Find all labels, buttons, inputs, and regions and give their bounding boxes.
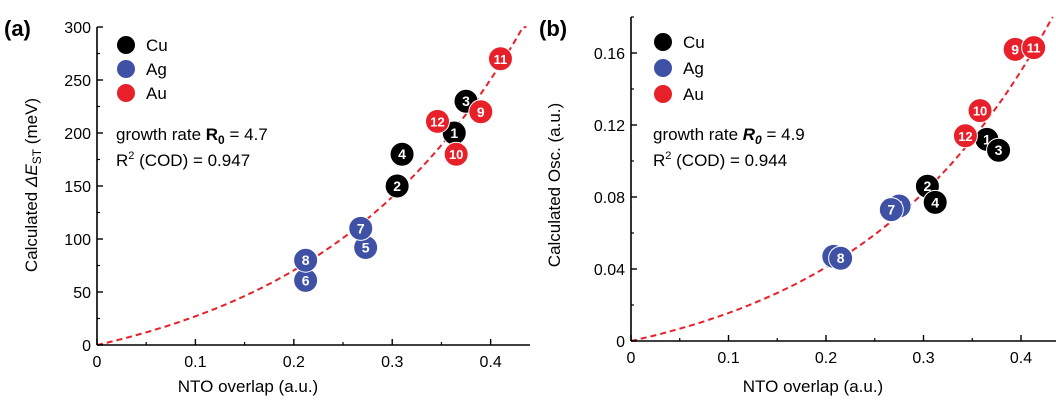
panel-b-growth-rate-annotation: growth rate R0 = 4.9 [653, 125, 805, 147]
panel-b-fit-layer [630, 16, 1054, 342]
panel-a-r2-annotation: R2 (COD) = 0.947 [116, 150, 250, 170]
panel-b-x-axis-title: NTO overlap (a.u.) [743, 377, 883, 396]
data-point-ag [348, 215, 374, 241]
panel-b-ticks: 0 0.1 0.2 0.3 0.4 0 0.04 0.08 0.12 0.16 [594, 16, 1032, 367]
data-point-label: 1 [983, 131, 991, 147]
x-tick-label: 0 [93, 354, 102, 371]
data-point-label: 9 [477, 104, 485, 120]
panel-a-ticks: 0 0.1 0.2 0.3 0.4 0 50 100 150 200 250 300 [64, 20, 502, 371]
data-point-label: 2 [393, 178, 401, 194]
panel-a-x-axis-title: NTO overlap (a.u.) [178, 377, 318, 396]
data-point-label: 11 [494, 52, 508, 67]
y-tick-label: 250 [64, 73, 91, 90]
data-point-label: 2 [924, 178, 932, 194]
data-point-label: 1 [450, 125, 458, 141]
fit-curve [630, 16, 1054, 342]
panel-b: (b) 00.10.20.30.400.040.080.120.16 12345… [539, 16, 1056, 396]
y-tick-label: 150 [64, 179, 91, 196]
data-point-label: 4 [398, 146, 406, 162]
y-tick-label: 0.16 [594, 46, 625, 63]
data-point-ag [828, 245, 854, 271]
y-tick-label: 0.12 [594, 118, 625, 135]
legend-marker-ag [117, 60, 135, 78]
legend-label-ag: Ag [683, 59, 704, 78]
x-tick-label: 0.3 [381, 354, 403, 371]
legend-label-au: Au [146, 84, 167, 103]
data-point-au [487, 46, 513, 72]
legend-label-cu: Cu [683, 33, 705, 52]
data-point-au [952, 123, 978, 149]
x-tick-label: 0.1 [717, 350, 739, 367]
y-tick-label: 200 [64, 126, 91, 143]
data-point-ag [293, 247, 319, 273]
data-point-cu [922, 189, 948, 215]
data-point-au [967, 98, 993, 124]
legend-marker-cu [117, 36, 135, 54]
y-tick-label: 0.04 [594, 262, 625, 279]
legend-label-au: Au [683, 85, 704, 104]
data-point-label: 4 [931, 194, 939, 210]
data-point-label: 3 [995, 142, 1003, 158]
y-tick-label: 0 [82, 338, 91, 355]
data-point-label: 6 [302, 272, 310, 288]
x-tick-label: 0.1 [184, 354, 206, 371]
legend-label-ag: Ag [146, 60, 167, 79]
data-point-label: 12 [430, 114, 444, 129]
data-point-label: 10 [449, 147, 463, 162]
x-tick-label: 0.2 [815, 350, 837, 367]
y-tick-label: 50 [73, 285, 91, 302]
data-point-label: 5 [362, 239, 370, 255]
data-point-label: 11 [1027, 41, 1041, 56]
panel-a-growth-rate-annotation: growth rate R0 = 4.7 [116, 125, 268, 147]
panel-b-legend: Cu Ag Au [654, 33, 705, 104]
data-point-au [1021, 35, 1047, 61]
legend-marker-ag [654, 59, 672, 77]
data-point-label: 10 [973, 104, 987, 119]
y-tick-label: 0 [616, 334, 625, 351]
panel-a-y-axis-title: Calculated ΔEST (meV) [22, 98, 44, 272]
legend-marker-au [654, 85, 672, 103]
y-tick-label: 100 [64, 232, 91, 249]
data-point-label: 9 [1011, 41, 1019, 57]
data-point-au [443, 141, 469, 167]
panel-b-r2-annotation: R2 (COD) = 0.944 [653, 150, 787, 170]
panel-b-label: (b) [539, 16, 567, 41]
legend-marker-au [117, 84, 135, 102]
panel-b-axes [630, 17, 1056, 342]
x-tick-label: 0.3 [912, 350, 934, 367]
legend-marker-cu [654, 33, 672, 51]
data-point-label: 12 [958, 129, 972, 144]
data-point-ag [878, 197, 904, 223]
x-tick-label: 0.2 [283, 354, 305, 371]
panel-b-y-axis-title: Calculated Osc. (a.u.) [545, 103, 564, 267]
y-tick-label: 300 [64, 20, 91, 37]
data-point-cu [986, 137, 1012, 163]
data-point-au [468, 99, 494, 125]
data-point-label: 8 [302, 252, 310, 268]
x-tick-label: 0.4 [480, 354, 502, 371]
data-point-cu [384, 173, 410, 199]
data-point-label: 3 [462, 93, 470, 109]
data-point-au [424, 108, 450, 134]
panel-a-label: (a) [4, 16, 31, 41]
y-tick-label: 0.08 [594, 190, 625, 207]
panel-a-legend: Cu Ag Au [117, 36, 168, 103]
data-point-label: 7 [357, 220, 365, 236]
x-tick-label: 0.4 [1010, 350, 1032, 367]
legend-label-cu: Cu [146, 36, 168, 55]
data-point-label: 7 [887, 202, 895, 218]
data-point-label: 8 [837, 250, 845, 266]
x-tick-label: 0 [627, 350, 636, 367]
data-point-cu [389, 141, 415, 167]
